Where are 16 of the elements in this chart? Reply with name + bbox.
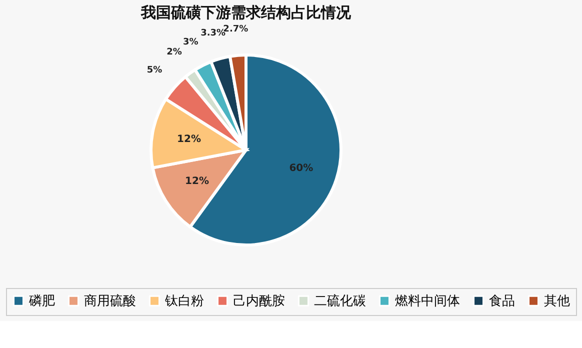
legend-label: 燃料中间体	[395, 294, 460, 309]
legend-label: 二硫化碳	[314, 294, 366, 309]
legend-label: 钛白粉	[164, 294, 204, 309]
data-label: 12%	[185, 176, 209, 188]
chart-title: 我国硫磺下游需求结构占比情况	[140, 3, 352, 22]
data-label: 2%	[166, 47, 182, 58]
data-label: 12%	[177, 134, 201, 146]
legend-label: 食品	[489, 294, 515, 309]
data-label: 60%	[289, 162, 314, 174]
data-label: 5%	[146, 65, 162, 76]
legend-label: 其他	[544, 294, 570, 309]
legend-label: 商用硫酸	[84, 294, 136, 309]
data-label: 3.3%	[200, 28, 226, 39]
data-label: 3%	[182, 37, 198, 48]
legend-label: 己内酰胺	[233, 294, 285, 309]
legend-label: 磷肥	[28, 294, 55, 309]
